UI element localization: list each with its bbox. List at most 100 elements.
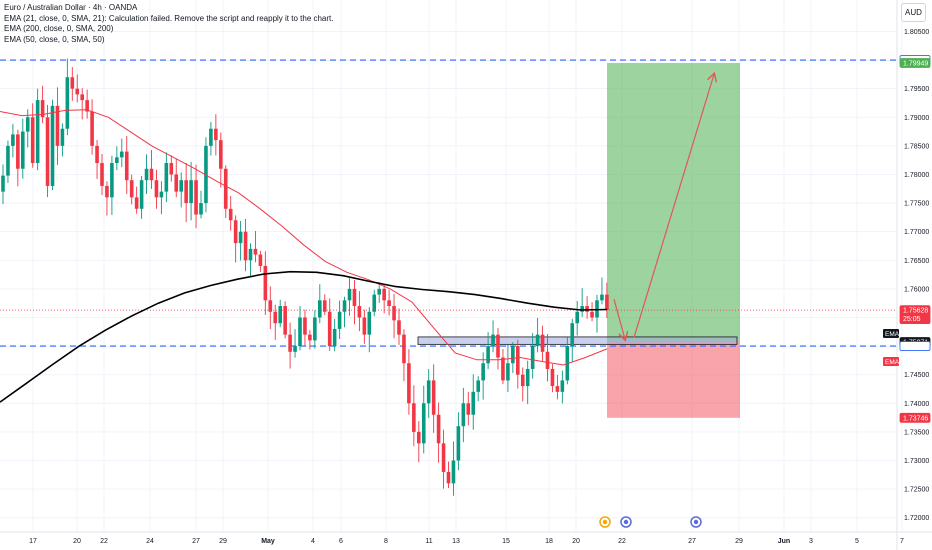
- candle-body: [293, 346, 297, 352]
- candle-body: [21, 131, 25, 169]
- candlestick-series: [1, 58, 609, 496]
- candle-body: [65, 77, 70, 129]
- candle-body: [367, 311, 372, 335]
- candle-body: [50, 105, 55, 186]
- candle-body: [1, 175, 5, 192]
- ema-tag: [883, 357, 899, 367]
- candle-body: [436, 414, 441, 444]
- candle-body: [174, 174, 179, 192]
- price-tag: [899, 412, 931, 423]
- candle-body: [6, 145, 10, 176]
- candle-body: [466, 403, 471, 415]
- price-tag-label: 1.73746: [903, 415, 928, 422]
- candle-body: [357, 306, 362, 318]
- time-tick-label: 29: [219, 538, 227, 545]
- candle-body: [16, 134, 20, 169]
- candle-body: [520, 374, 525, 387]
- time-tick-label: 20: [73, 538, 81, 545]
- time-tick-label: 17: [29, 538, 37, 545]
- grid-lines: [0, 0, 903, 532]
- candle-body: [540, 334, 545, 352]
- candle-body: [377, 288, 381, 295]
- stop-zone: [607, 342, 740, 418]
- candle-body: [407, 363, 411, 404]
- candle-body: [283, 306, 287, 335]
- candle-body: [233, 220, 238, 244]
- candle-body: [70, 77, 75, 89]
- candle-body: [25, 117, 30, 132]
- ema-tag: [883, 329, 899, 339]
- candle-body: [169, 163, 174, 175]
- price-tag: [899, 341, 931, 351]
- candle-body: [268, 300, 273, 312]
- time-tick-label: Jun: [778, 538, 790, 545]
- time-tick-label: 3: [809, 538, 813, 545]
- candle-body: [342, 300, 347, 312]
- price-tick-label: 1.77000: [904, 229, 929, 236]
- price-tick-label: 1.73500: [904, 429, 929, 436]
- candle-body: [496, 334, 500, 358]
- time-tick-label: 22: [100, 538, 108, 545]
- candle-body: [461, 403, 466, 427]
- candle-body: [308, 334, 312, 341]
- candle-body: [332, 328, 337, 347]
- time-axis[interactable]: 17 20 22 24 27 29 May 4 6 8 11 13 15 18 20 22 27 29 Jun 3 5 7: [0, 531, 932, 545]
- price-tick-label: 1.76500: [904, 258, 929, 265]
- price-tag-label: 1.79949: [903, 60, 928, 67]
- candle-body: [525, 368, 530, 387]
- price-tick-label: 1.80500: [904, 29, 929, 36]
- candle-body: [318, 300, 322, 318]
- candle-body: [194, 180, 198, 215]
- candle-body: [530, 346, 535, 369]
- candle-body: [80, 94, 84, 101]
- time-tick-label: 5: [855, 538, 859, 545]
- candle-body: [511, 346, 515, 364]
- candle-body: [243, 231, 248, 261]
- candle-body: [189, 180, 193, 204]
- candle-body: [545, 351, 550, 369]
- candle-body: [45, 117, 50, 186]
- candle-body: [248, 248, 253, 261]
- candle-body: [120, 151, 124, 158]
- ema200-line: [0, 270, 608, 403]
- candle-body: [100, 163, 104, 186]
- candle-body: [535, 334, 540, 347]
- candle-body: [451, 460, 456, 484]
- time-tick-label: 22: [618, 538, 626, 545]
- candle-body: [412, 403, 416, 432]
- time-tick-label: 29: [735, 538, 743, 545]
- price-tick-label: 1.72500: [904, 487, 929, 494]
- price-tick-label: 1.76000: [904, 286, 929, 293]
- candle-body: [164, 163, 169, 192]
- candle-body: [575, 311, 579, 324]
- price-tags: 1.800001.799491.7562825:051.750711.75000…: [883, 55, 931, 423]
- candle-body: [570, 323, 575, 347]
- candle-body: [273, 311, 278, 324]
- candle-body: [134, 197, 139, 209]
- candle-body: [605, 294, 609, 311]
- price-tick-label: 1.74000: [904, 401, 929, 408]
- time-tick-label: 13: [452, 538, 460, 545]
- candle-body: [421, 403, 426, 444]
- candle-body: [471, 391, 476, 415]
- candle-body: [431, 380, 436, 415]
- projection-arrow-down: [613, 299, 625, 339]
- candle-body: [253, 248, 258, 255]
- candle-body: [555, 386, 560, 392]
- candle-body: [516, 346, 520, 375]
- time-tick-label: 15: [502, 538, 510, 545]
- candle-body: [347, 288, 352, 301]
- candle-body: [303, 317, 307, 335]
- candle-body: [288, 334, 292, 352]
- candle-body: [110, 163, 114, 198]
- time-tick-label: 4: [311, 538, 315, 545]
- time-tick-label: 27: [688, 538, 696, 545]
- price-tick-label: 1.77500: [904, 201, 929, 208]
- price-tick-label: 1.78500: [904, 143, 929, 150]
- candle-body: [402, 334, 406, 364]
- event-markers[interactable]: [599, 516, 702, 528]
- horizontal-levels: [0, 59, 897, 347]
- currency-selector[interactable]: AUD: [901, 3, 926, 22]
- candle-body: [392, 306, 396, 321]
